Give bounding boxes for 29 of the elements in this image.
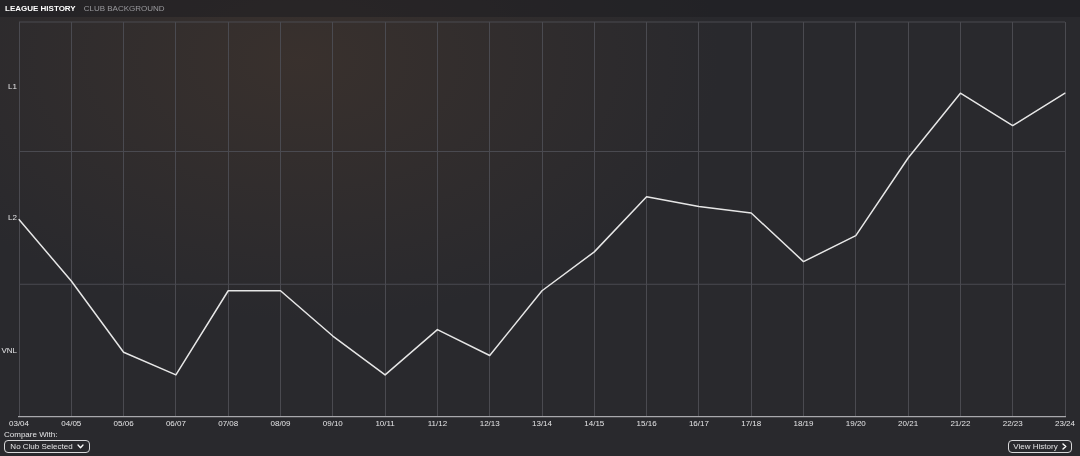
x-tick-label: 09/10 (322, 419, 344, 428)
x-tick-label: 19/20 (845, 419, 867, 428)
text: L1 (8, 81, 18, 91)
x-tick-label: 16/17 (688, 419, 710, 428)
x-tick-label: 22/23 (1002, 419, 1024, 428)
dropdown: No Club Selected (4, 440, 90, 453)
text: L2 (8, 213, 18, 223)
x-tick-label: 07/08 (218, 419, 239, 428)
x-tick-label: 11/12 (427, 419, 448, 428)
text: Compare With: (4, 430, 58, 439)
x-tick-label: 14/15 (584, 419, 605, 428)
x-tick-label: 12/13 (479, 419, 501, 428)
x-tick-label: 04/05 (61, 419, 82, 428)
x-tick-label: 13/14 (531, 419, 553, 428)
x-tick-label: 03/04 (8, 419, 30, 428)
history-button: View History (1008, 440, 1072, 453)
x-tick-label: 18/19 (793, 419, 815, 428)
x-tick-label: 10/11 (375, 419, 396, 428)
x-tick-label: 06/07 (165, 419, 187, 428)
x-tick-label: 05/06 (113, 419, 135, 428)
chart-title: LEAGUE HISTORY (5, 4, 76, 13)
text: VNL (1, 345, 18, 355)
x-tick-label: 15/16 (636, 419, 658, 428)
x-tick-label: 08/09 (270, 419, 292, 428)
x-tick-label: 21/22 (950, 419, 971, 428)
x-tick-label: 17/18 (741, 419, 762, 428)
x-tick-label: 20/21 (898, 419, 919, 428)
x-tick-label: 23/24 (1054, 419, 1076, 428)
text: CLUB BACKGROUND (83, 4, 165, 13)
